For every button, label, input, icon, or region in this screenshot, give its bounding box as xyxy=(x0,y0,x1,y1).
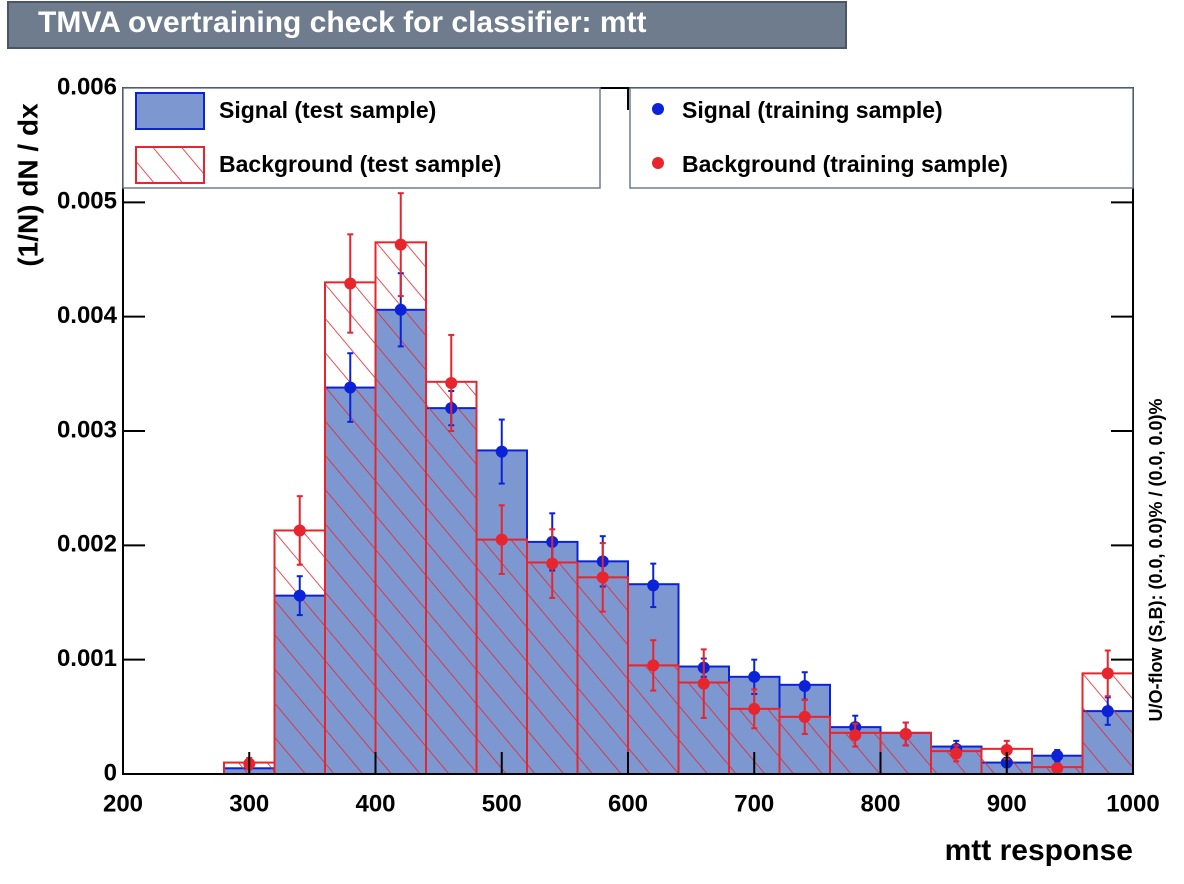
legend-label: Signal (training sample) xyxy=(682,97,943,123)
training-point xyxy=(1000,743,1013,756)
y-axis-label: (1/N) dN / dx xyxy=(12,103,43,267)
training-point xyxy=(1051,762,1064,775)
y-tick-label: 0.006 xyxy=(57,73,117,100)
training-point xyxy=(647,659,660,672)
training-point xyxy=(647,579,660,592)
x-tick-label: 800 xyxy=(860,790,900,817)
legend-label: Background (test sample) xyxy=(219,151,501,177)
title-box xyxy=(7,1,847,49)
training-point xyxy=(899,727,912,740)
training-point xyxy=(1051,749,1064,762)
y-tick-label: 0 xyxy=(104,759,117,786)
x-tick-label: 200 xyxy=(103,790,143,817)
training-point xyxy=(394,238,407,251)
legend-swatch xyxy=(135,92,205,130)
background-bar xyxy=(273,529,326,775)
y-tick-label: 0.005 xyxy=(57,188,117,215)
legend-marker xyxy=(652,103,664,115)
chart-title: TMVA overtraining check for classifier: … xyxy=(38,6,646,39)
x-tick-label: 900 xyxy=(987,790,1027,817)
training-point xyxy=(798,679,811,692)
x-axis-label: mtt response xyxy=(945,834,1133,867)
training-point xyxy=(798,710,811,723)
x-tick-label: 400 xyxy=(355,790,395,817)
legend-box xyxy=(629,87,1134,189)
training-point xyxy=(293,524,306,537)
training-point xyxy=(748,670,761,683)
training-point xyxy=(546,557,559,570)
x-tick-label: 300 xyxy=(229,790,269,817)
training-point xyxy=(697,677,710,690)
side-note: U/O-flow (S,B): (0.0, 0.0)% / (0.0, 0.0)… xyxy=(1146,398,1166,721)
training-point xyxy=(596,571,609,584)
training-point xyxy=(1101,667,1114,680)
training-point xyxy=(293,589,306,602)
legend-label: Background (training sample) xyxy=(682,151,1008,177)
training-point xyxy=(394,303,407,316)
training-point xyxy=(849,729,862,742)
training-point xyxy=(344,277,357,290)
legend-swatch xyxy=(135,146,205,184)
background-bar xyxy=(475,538,528,775)
background-bar xyxy=(425,380,478,775)
legend-label: Signal (test sample) xyxy=(219,97,436,123)
legend-marker xyxy=(652,157,664,169)
x-tick-label: 1000 xyxy=(1106,790,1159,817)
y-tick-label: 0.001 xyxy=(57,645,117,672)
training-point xyxy=(495,445,508,458)
training-point xyxy=(748,702,761,715)
x-tick-label: 600 xyxy=(608,790,648,817)
x-tick-label: 700 xyxy=(734,790,774,817)
training-point xyxy=(445,376,458,389)
training-point xyxy=(344,381,357,394)
training-point xyxy=(495,533,508,546)
training-point xyxy=(950,747,963,760)
y-tick-label: 0.004 xyxy=(57,302,118,329)
y-tick-label: 0.002 xyxy=(57,531,117,558)
y-tick-label: 0.003 xyxy=(57,416,117,443)
x-tick-label: 500 xyxy=(482,790,522,817)
training-point xyxy=(1101,705,1114,718)
